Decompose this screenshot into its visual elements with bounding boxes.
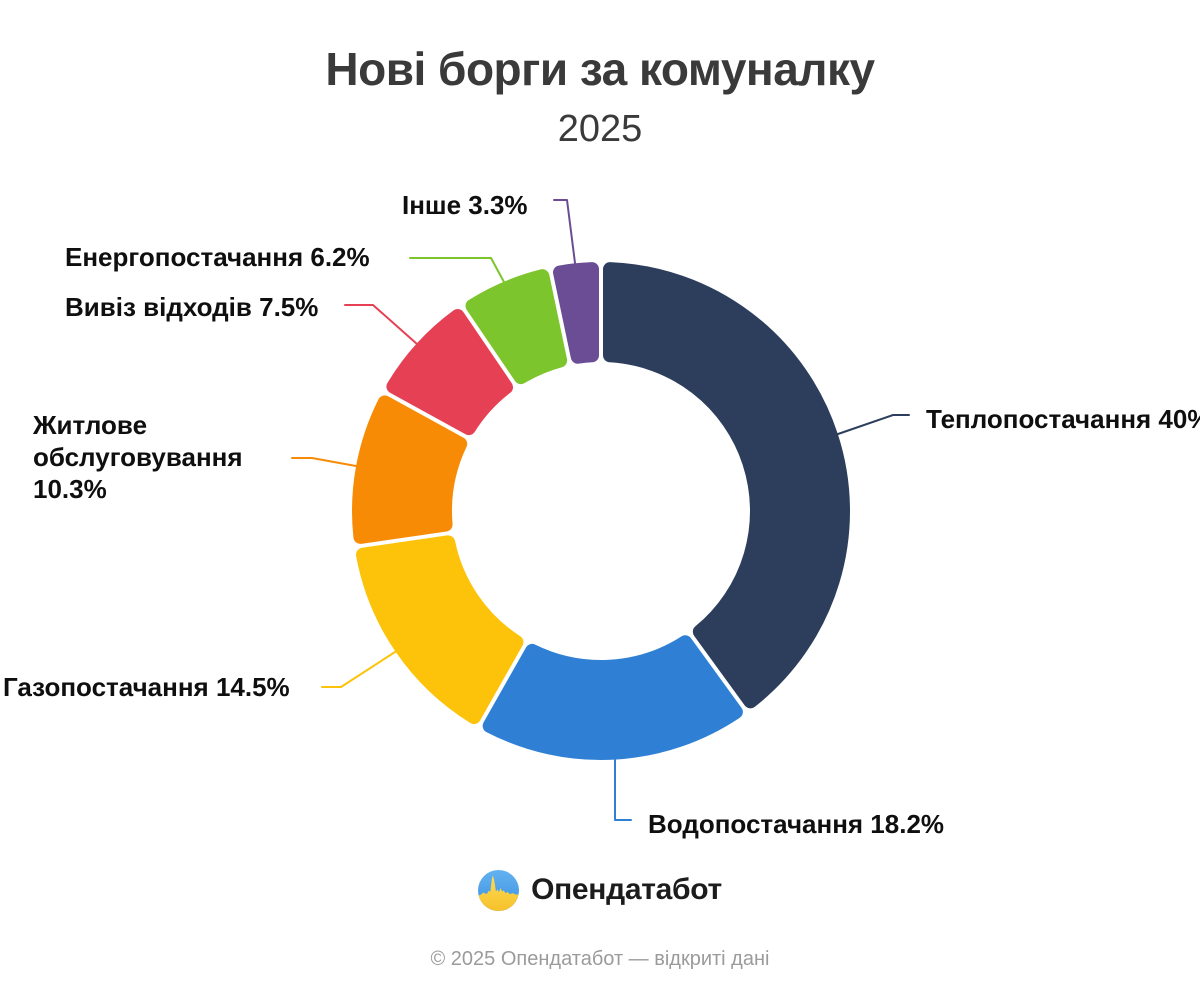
chart-title: Нові борги за комуналку [325, 43, 875, 95]
donut-segment-5 [386, 309, 514, 436]
logo-skyline [478, 874, 520, 911]
donut-segment-3 [355, 535, 524, 725]
segment-label-3: Газопостачання 14.5% [3, 672, 290, 702]
leader-line-4 [291, 457, 357, 467]
leader-line-5 [344, 304, 418, 345]
segment-label-4: Житлове обслуговування 10.3% [33, 410, 243, 504]
segment-label-1: Теплопостачання 40% [926, 404, 1200, 434]
donut-segment-6 [465, 269, 568, 385]
donut-segment-2 [482, 635, 743, 760]
chart-subtitle: 2025 [557, 108, 643, 150]
footer-credit: © 2025 Опендатабот — відкриті дані [430, 948, 770, 970]
donut-segment-1 [603, 262, 851, 709]
opendatabot-logo-icon [478, 869, 520, 911]
segment-label-5: Вивіз відходів 7.5% [65, 292, 319, 322]
leader-line-7 [553, 199, 576, 264]
leader-line-6 [409, 257, 505, 283]
donut-segment-4 [352, 395, 468, 544]
segment-label-6: Енергопостачання 6.2% [65, 242, 370, 272]
segment-label-7: Інше 3.3% [402, 190, 528, 220]
segment-label-2: Водопостачання 18.2% [648, 809, 945, 839]
logo-text: Опендатабот [531, 873, 722, 906]
leader-line-3 [321, 651, 396, 688]
leader-line-2 [614, 759, 632, 821]
logo: Опендатабот [0, 866, 1200, 914]
leader-line-1 [837, 414, 910, 435]
donut-segment-7 [553, 262, 599, 364]
